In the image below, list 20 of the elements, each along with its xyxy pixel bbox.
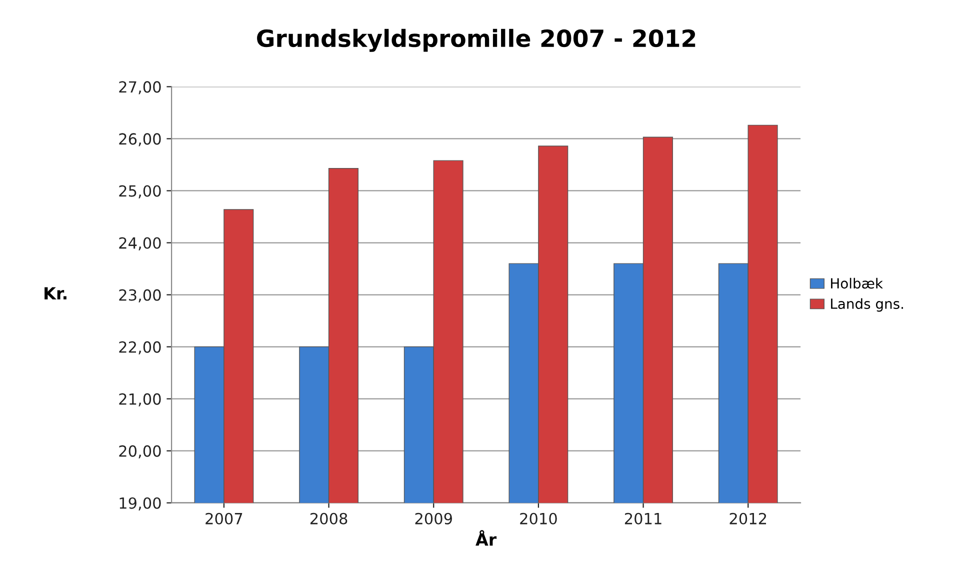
y-tick-label: 21,00: [119, 393, 161, 406]
y-tick-label: 20,00: [119, 445, 161, 458]
x-axis-title: År: [476, 530, 497, 546]
y-tick-label: 25,00: [119, 185, 161, 198]
y-tick-label: 24,00: [119, 237, 161, 250]
x-tick-label: 2009: [415, 512, 452, 524]
x-tick-label: 2012: [730, 512, 766, 524]
y-tick-label: 27,00: [119, 81, 161, 94]
y-tick-label: 23,00: [119, 289, 161, 302]
y-tick-label: 22,00: [119, 341, 161, 354]
x-tick-label: 2008: [310, 512, 348, 524]
legend-label: Lands gns.: [831, 298, 903, 312]
chart-title: Grundskyldspromille 2007 - 2012: [257, 28, 696, 52]
y-axis-title: Kr.: [44, 287, 66, 300]
y-tick-label: 19,00: [120, 497, 161, 510]
x-tick-label: 2011: [624, 512, 662, 524]
y-tick-label: 26,00: [119, 133, 161, 146]
legend-label: Holbæk: [831, 278, 883, 289]
x-tick-label: 2010: [520, 512, 557, 524]
x-tick-label: 2007: [206, 512, 242, 524]
